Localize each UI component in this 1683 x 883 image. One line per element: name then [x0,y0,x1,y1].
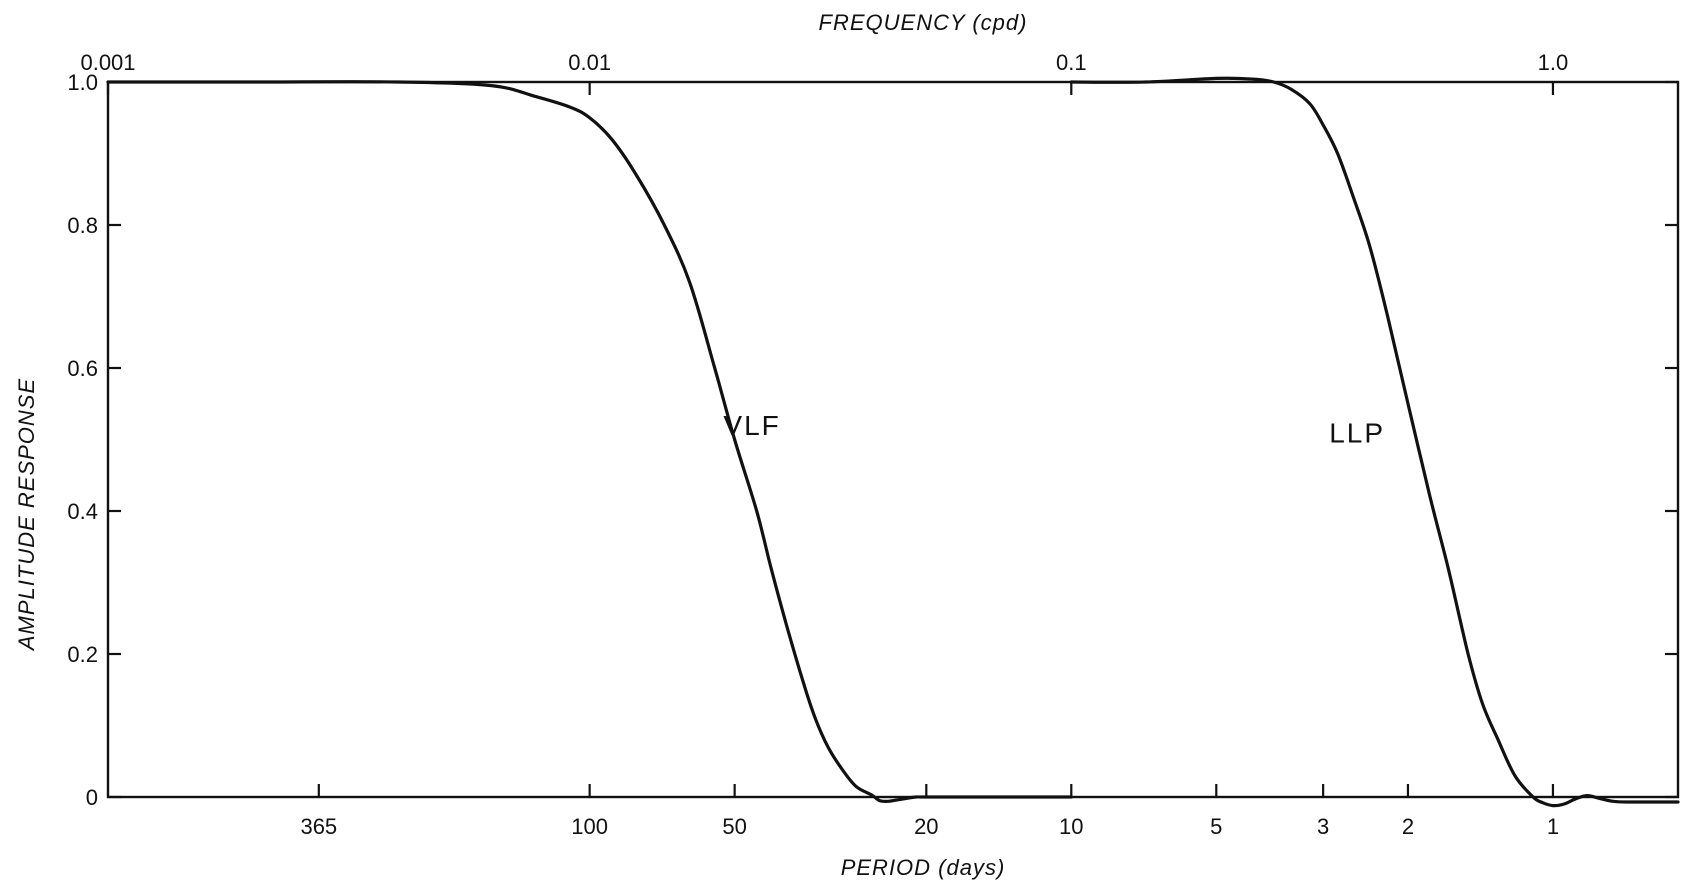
plot-frame [106,80,1680,799]
y-tick-label: 0.4 [67,499,98,524]
x-tick-label: 10 [1059,814,1083,839]
x2-tick-label: 0.001 [80,50,135,75]
x2-tick-label: 0.1 [1056,50,1087,75]
x-tick-label: 3 [1317,814,1329,839]
x-tick-label: 5 [1210,814,1222,839]
x-axis-title: PERIOD (days) [841,855,1006,880]
annotation-layer: VLF LLP [723,410,1385,448]
y-tick-label: 0.2 [67,642,98,667]
period-axis-ticks: 365 100 50 20 10 5 3 2 1 [300,784,1559,839]
series-label-vlf: VLF [723,410,780,441]
series-label-llp: LLP [1329,417,1385,448]
x-tick-label: 50 [722,814,746,839]
amplitude-axis-ticks: 0 0.2 0.4 0.6 0.8 1.0 [67,70,1678,810]
x2-tick-label: 1.0 [1538,50,1569,75]
x-tick-label: 100 [571,814,608,839]
frequency-axis-ticks: 0.001 0.01 0.1 1.0 [80,50,1568,95]
y-axis-title: AMPLITUDE RESPONSE [14,378,39,652]
x-tick-label: 2 [1402,814,1414,839]
y-tick-label: 0.6 [67,356,98,381]
series-line-llp [1069,76,1680,808]
y-tick-label: 0.8 [67,213,98,238]
series-layer [106,76,1680,808]
y-tick-label: 1.0 [67,70,98,95]
series-line-vlf [106,80,1073,803]
x-tick-label: 365 [300,814,337,839]
x-tick-label: 1 [1547,814,1559,839]
x2-axis-title: FREQUENCY (cpd) [819,10,1028,35]
x-tick-label: 20 [914,814,938,839]
x2-tick-label: 0.01 [568,50,611,75]
y-tick-label: 0 [86,785,98,810]
